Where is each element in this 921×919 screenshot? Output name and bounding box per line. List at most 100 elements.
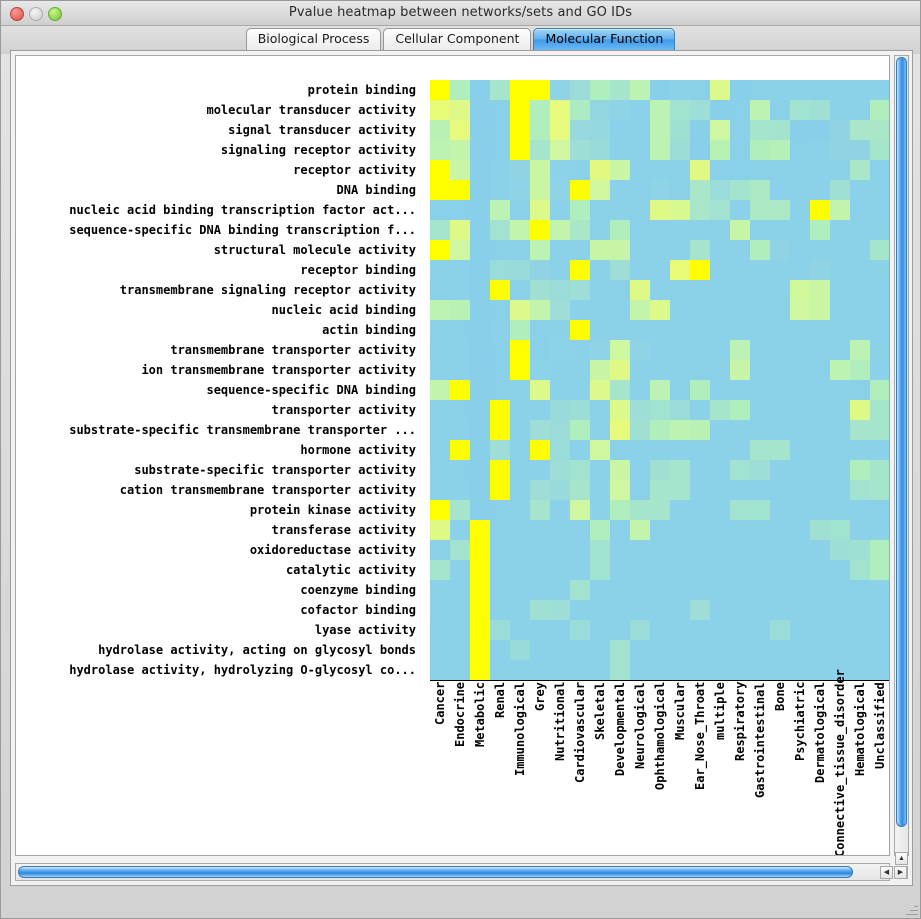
heatmap-cell[interactable] <box>830 420 850 440</box>
heatmap-cell[interactable] <box>770 660 790 680</box>
heatmap-cell[interactable] <box>530 380 550 400</box>
heatmap-cell[interactable] <box>490 440 510 460</box>
heatmap-cell[interactable] <box>710 420 730 440</box>
heatmap-cell[interactable] <box>430 360 450 380</box>
heatmap-cell[interactable] <box>790 260 810 280</box>
heatmap-cell[interactable] <box>470 400 490 420</box>
heatmap-cell[interactable] <box>490 220 510 240</box>
heatmap-cell[interactable] <box>870 80 889 100</box>
heatmap-cell[interactable] <box>770 420 790 440</box>
heatmap-cell[interactable] <box>870 340 889 360</box>
heatmap-cell[interactable] <box>650 580 670 600</box>
heatmap-cell[interactable] <box>870 380 889 400</box>
heatmap-cell[interactable] <box>470 380 490 400</box>
heatmap-cell[interactable] <box>530 280 550 300</box>
heatmap-cell[interactable] <box>430 380 450 400</box>
heatmap-cell[interactable] <box>690 320 710 340</box>
heatmap-cell[interactable] <box>430 320 450 340</box>
heatmap-cell[interactable] <box>470 460 490 480</box>
heatmap-cell[interactable] <box>870 120 889 140</box>
heatmap-cell[interactable] <box>790 100 810 120</box>
heatmap-cell[interactable] <box>810 400 830 420</box>
heatmap-cell[interactable] <box>430 580 450 600</box>
heatmap-cell[interactable] <box>810 120 830 140</box>
heatmap-cell[interactable] <box>630 360 650 380</box>
heatmap-cell[interactable] <box>430 420 450 440</box>
heatmap-cell[interactable] <box>710 580 730 600</box>
heatmap-cell[interactable] <box>490 340 510 360</box>
heatmap-cell[interactable] <box>450 580 470 600</box>
heatmap-cell[interactable] <box>490 400 510 420</box>
heatmap-cell[interactable] <box>750 400 770 420</box>
heatmap-cell[interactable] <box>650 320 670 340</box>
heatmap-cell[interactable] <box>430 280 450 300</box>
heatmap-cell[interactable] <box>730 600 750 620</box>
heatmap-cell[interactable] <box>670 660 690 680</box>
heatmap-cell[interactable] <box>510 200 530 220</box>
heatmap-cell[interactable] <box>790 580 810 600</box>
heatmap-cell[interactable] <box>570 580 590 600</box>
heatmap-cell[interactable] <box>850 260 870 280</box>
heatmap-cell[interactable] <box>830 460 850 480</box>
heatmap-cell[interactable] <box>850 540 870 560</box>
heatmap-cell[interactable] <box>870 140 889 160</box>
heatmap-cell[interactable] <box>850 500 870 520</box>
heatmap-cell[interactable] <box>590 320 610 340</box>
heatmap-cell[interactable] <box>630 220 650 240</box>
heatmap-cell[interactable] <box>610 220 630 240</box>
heatmap-cell[interactable] <box>550 280 570 300</box>
heatmap-cell[interactable] <box>870 460 889 480</box>
heatmap-cell[interactable] <box>750 160 770 180</box>
heatmap-cell[interactable] <box>830 620 850 640</box>
heatmap-cell[interactable] <box>690 560 710 580</box>
heatmap-cell[interactable] <box>430 620 450 640</box>
heatmap-cell[interactable] <box>550 320 570 340</box>
heatmap-cell[interactable] <box>450 480 470 500</box>
heatmap-cell[interactable] <box>790 600 810 620</box>
heatmap-cell[interactable] <box>770 380 790 400</box>
heatmap-cell[interactable] <box>450 340 470 360</box>
heatmap-cell[interactable] <box>490 540 510 560</box>
heatmap-cell[interactable] <box>670 340 690 360</box>
heatmap-cell[interactable] <box>690 380 710 400</box>
heatmap-cell[interactable] <box>690 240 710 260</box>
heatmap-cell[interactable] <box>450 620 470 640</box>
heatmap-cell[interactable] <box>670 120 690 140</box>
heatmap-cell[interactable] <box>750 140 770 160</box>
heatmap-cell[interactable] <box>830 100 850 120</box>
heatmap-cell[interactable] <box>790 320 810 340</box>
heatmap-cell[interactable] <box>850 140 870 160</box>
heatmap-cell[interactable] <box>650 120 670 140</box>
heatmap-cell[interactable] <box>870 520 889 540</box>
heatmap-cell[interactable] <box>770 640 790 660</box>
heatmap-cell[interactable] <box>670 560 690 580</box>
heatmap-cell[interactable] <box>730 440 750 460</box>
heatmap-cell[interactable] <box>510 320 530 340</box>
heatmap-cell[interactable] <box>650 440 670 460</box>
heatmap-cell[interactable] <box>850 440 870 460</box>
heatmap-cell[interactable] <box>790 220 810 240</box>
heatmap-cell[interactable] <box>850 360 870 380</box>
heatmap-cell[interactable] <box>870 500 889 520</box>
heatmap-cell[interactable] <box>450 440 470 460</box>
heatmap-cell[interactable] <box>470 600 490 620</box>
heatmap-cell[interactable] <box>530 500 550 520</box>
heatmap-cell[interactable] <box>430 640 450 660</box>
heatmap-cell[interactable] <box>730 260 750 280</box>
heatmap-cell[interactable] <box>450 500 470 520</box>
heatmap-cell[interactable] <box>730 160 750 180</box>
heatmap-cell[interactable] <box>490 240 510 260</box>
heatmap-cell[interactable] <box>490 460 510 480</box>
heatmap-cell[interactable] <box>630 320 650 340</box>
heatmap-cell[interactable] <box>510 460 530 480</box>
heatmap-cell[interactable] <box>690 440 710 460</box>
heatmap-cell[interactable] <box>630 640 650 660</box>
heatmap-cell[interactable] <box>610 480 630 500</box>
heatmap-cell[interactable] <box>830 580 850 600</box>
heatmap-cell[interactable] <box>710 560 730 580</box>
heatmap-cell[interactable] <box>750 360 770 380</box>
heatmap-cell[interactable] <box>570 180 590 200</box>
zoom-button[interactable] <box>48 7 62 21</box>
heatmap-cell[interactable] <box>610 600 630 620</box>
heatmap-cell[interactable] <box>870 260 889 280</box>
